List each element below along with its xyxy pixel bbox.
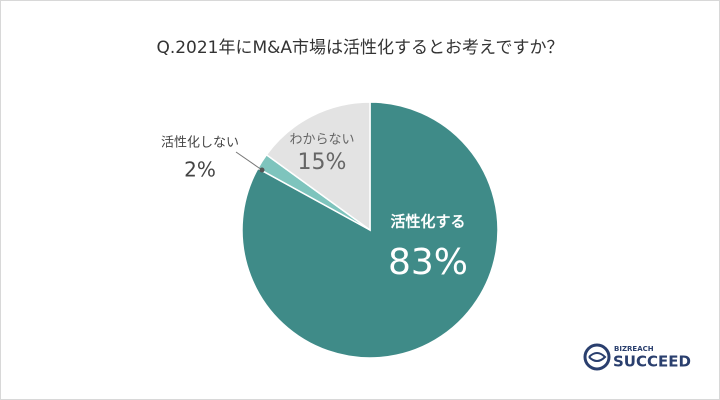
value-label: 83% bbox=[388, 242, 468, 283]
logo-icon-inner bbox=[588, 352, 607, 362]
leader-line bbox=[235, 151, 263, 171]
chart-title: Q.2021年にM&A市場は活性化するとお考えですか？ bbox=[156, 38, 563, 58]
logo: BIZREACH SUCCEED bbox=[583, 343, 691, 371]
slice-label: 活性化しない bbox=[161, 136, 239, 151]
value-label: 2% bbox=[184, 158, 216, 182]
leader-dot bbox=[259, 167, 265, 173]
logo-brand: BIZREACH bbox=[614, 345, 654, 353]
slice-label: 活性化する bbox=[390, 213, 465, 231]
pie-slice bbox=[265, 101, 371, 232]
slice-label: わからない bbox=[289, 133, 354, 148]
value-label: 15% bbox=[298, 150, 347, 175]
logo-icon bbox=[583, 343, 611, 371]
logo-name: SUCCEED bbox=[613, 353, 691, 371]
